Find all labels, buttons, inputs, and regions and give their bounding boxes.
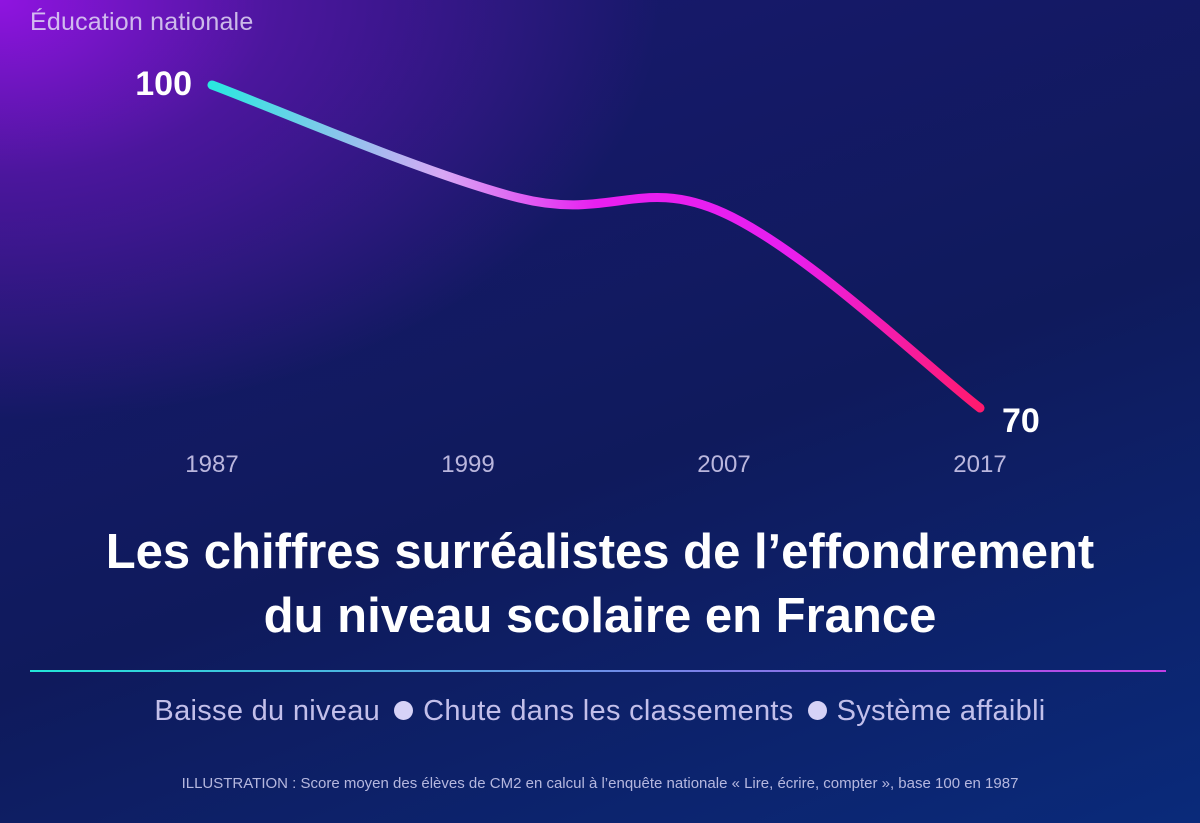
tag-systeme: Système affaibli — [836, 695, 1046, 727]
end-value-label: 70 — [1002, 402, 1040, 440]
bullet-dot — [394, 701, 414, 721]
bullet-dot — [807, 701, 827, 721]
footnote: ILLUSTRATION : Score moyen des élèves de… — [181, 775, 1019, 792]
x-axis-ticks: 1987 1999 2007 2017 — [185, 451, 1006, 478]
tag-baisse: Baisse du niveau — [154, 695, 381, 727]
start-value-label: 100 — [135, 65, 192, 103]
headline-line-1: Les chiffres surréalistes de l’effondrem… — [105, 525, 1095, 579]
tag-chute: Chute dans les classements — [423, 695, 794, 727]
source-label: Éducation nationale — [30, 8, 254, 36]
x-tick-label: 1987 — [185, 451, 238, 478]
headline: Les chiffres surréalistes de l’effondrem… — [0, 520, 1200, 648]
headline-line-2: du niveau scolaire en France — [263, 589, 937, 643]
series-line — [207, 80, 985, 413]
tag-list: Baisse du niveau Chute dans les classemen… — [0, 695, 1200, 728]
x-tick-label: 1999 — [441, 451, 494, 478]
divider — [30, 670, 1166, 672]
x-tick-label: 2007 — [697, 451, 750, 478]
line-chart: 100 70 1987 1999 2007 2017 — [135, 65, 1040, 478]
x-tick-label: 2017 — [953, 451, 1006, 478]
